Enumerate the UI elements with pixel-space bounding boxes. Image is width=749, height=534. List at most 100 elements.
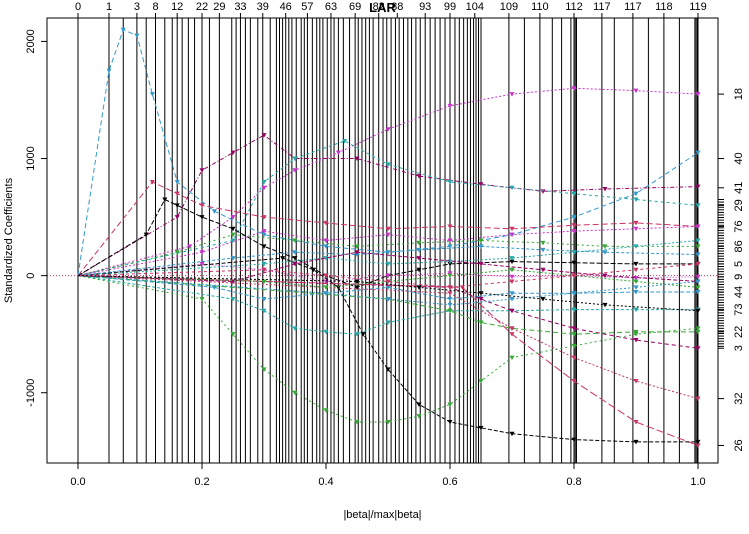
series-point	[633, 439, 639, 445]
series-point	[385, 279, 391, 284]
series-point	[509, 256, 515, 261]
series-point	[633, 379, 639, 384]
plot-frame	[46, 17, 719, 464]
series-point	[292, 250, 298, 255]
series-point	[695, 443, 701, 448]
series-point	[447, 291, 453, 296]
series-point	[354, 285, 360, 290]
series-point	[633, 261, 639, 267]
series-point	[199, 261, 205, 267]
series-point	[540, 247, 546, 253]
series-point	[695, 396, 701, 402]
right-tick-label: 18	[733, 88, 745, 100]
series-point	[323, 285, 329, 290]
series-point	[695, 252, 701, 258]
series-point	[695, 203, 701, 208]
series-line-32	[77, 275, 699, 400]
series-point	[149, 92, 155, 97]
top-tick-label: 99	[444, 1, 456, 13]
series-point	[385, 232, 391, 238]
series-point	[571, 437, 577, 443]
series-point	[149, 179, 155, 185]
series-line-41	[77, 134, 699, 277]
series-point	[230, 238, 236, 243]
series-line-40	[77, 29, 699, 276]
series-point	[633, 338, 639, 343]
x-tick-label: 0.2	[194, 476, 209, 488]
series-point	[540, 240, 546, 246]
series-point	[174, 179, 180, 185]
series-point	[478, 238, 484, 243]
right-tick-label: 40	[733, 152, 745, 164]
series-point	[478, 244, 484, 249]
series-point	[174, 215, 180, 220]
series-point	[509, 279, 515, 284]
series-point	[509, 232, 515, 238]
series-point	[261, 133, 267, 138]
y-tick-label: -1000	[25, 379, 37, 407]
series-point	[292, 326, 298, 331]
series-point	[695, 346, 701, 351]
series-line-44	[77, 275, 698, 300]
series-point	[695, 92, 701, 97]
top-tick-label: 117	[593, 1, 611, 13]
series-point	[633, 285, 639, 290]
series-point	[199, 297, 205, 302]
left-axis: -1000 0 1000 2000	[25, 29, 48, 407]
top-tick-label: 104	[466, 1, 484, 13]
series-line-22	[77, 275, 698, 335]
series-point	[509, 185, 515, 191]
series-point	[695, 326, 701, 331]
top-tick-label: 69	[349, 1, 361, 13]
series-point	[187, 244, 193, 249]
series-point	[602, 250, 608, 255]
series-point	[695, 279, 701, 284]
series-point	[199, 203, 205, 208]
top-tick-label: 3	[134, 1, 140, 13]
series-point	[633, 420, 639, 425]
chart-title: LAR	[369, 0, 396, 15]
series-point	[120, 27, 126, 33]
series-point	[416, 247, 422, 253]
series-point	[695, 238, 701, 243]
top-tick-label: 29	[213, 1, 225, 13]
series-point	[509, 332, 515, 337]
series-point	[354, 279, 360, 284]
series-point	[261, 215, 267, 220]
top-tick-label: 63	[325, 1, 337, 13]
series-group	[77, 27, 701, 448]
series-point	[571, 355, 577, 361]
series-point	[509, 431, 515, 437]
series-point	[385, 261, 391, 267]
top-tick-label: 93	[419, 1, 431, 13]
series-point	[695, 439, 701, 445]
x-tick-label: 0.6	[442, 476, 457, 488]
series-point	[633, 279, 639, 284]
series-point	[571, 215, 577, 220]
series-point	[509, 226, 515, 232]
series-point	[143, 232, 149, 238]
series-point	[385, 127, 391, 132]
series-point	[416, 240, 422, 246]
series-point	[633, 220, 639, 226]
y-tick-label: 2000	[25, 29, 37, 53]
right-tick-label: 29	[733, 199, 745, 211]
series-point	[323, 291, 329, 296]
series-point	[230, 256, 236, 261]
series-point	[571, 250, 577, 255]
series-point	[509, 259, 515, 265]
series-point	[385, 320, 391, 325]
series-point	[261, 232, 267, 238]
series-point	[211, 209, 217, 214]
series-point	[509, 92, 515, 97]
series-point	[509, 355, 515, 361]
series-point	[447, 420, 453, 425]
top-tick-label: 88	[391, 1, 403, 13]
series-point	[261, 244, 267, 249]
series-point	[323, 244, 329, 249]
series-point	[323, 408, 329, 413]
series-point	[447, 273, 453, 279]
series-point	[571, 379, 577, 384]
series-point	[695, 329, 701, 335]
